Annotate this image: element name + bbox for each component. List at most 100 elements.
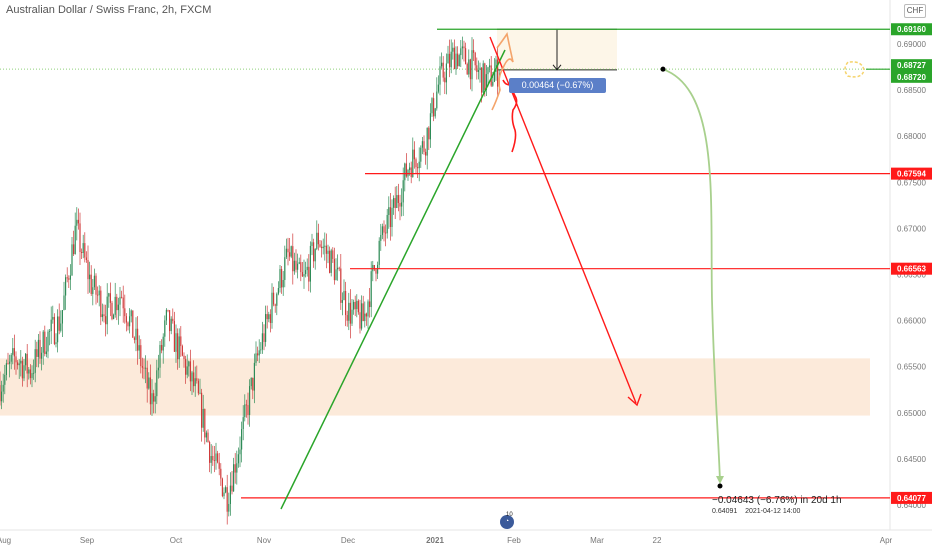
candle-body bbox=[279, 269, 281, 289]
candle-body bbox=[301, 272, 303, 277]
candle-body bbox=[79, 223, 81, 253]
candle-body bbox=[205, 432, 207, 438]
candle-body bbox=[444, 77, 446, 83]
candle-body bbox=[218, 462, 220, 469]
candle-body bbox=[199, 392, 201, 394]
candle-body bbox=[119, 296, 121, 305]
candle-body bbox=[457, 53, 459, 67]
tradingview-logo-icon[interactable]: ◔ bbox=[500, 515, 514, 529]
candle-body bbox=[65, 277, 67, 296]
candle-body bbox=[36, 349, 38, 357]
candle-body bbox=[117, 304, 119, 311]
candle-body bbox=[74, 225, 76, 255]
candle-body bbox=[341, 300, 343, 303]
candle-body bbox=[493, 71, 495, 82]
projection-sub: 0.64091 2021-04-12 14:00 bbox=[712, 508, 800, 515]
chart-title: Australian Dollar / Swiss Franc, 2h, FXC… bbox=[6, 4, 212, 16]
candle-body bbox=[346, 315, 348, 321]
x-tick-label: Aug bbox=[0, 536, 11, 545]
candle-body bbox=[287, 248, 289, 253]
candle-body bbox=[17, 362, 19, 366]
candle-body bbox=[221, 478, 223, 497]
candle-body bbox=[447, 53, 449, 64]
candle-body bbox=[437, 84, 439, 92]
candle-body bbox=[225, 487, 227, 493]
x-tick-label: Nov bbox=[257, 536, 271, 545]
candle-body bbox=[327, 250, 329, 254]
candle-body bbox=[77, 219, 79, 224]
candle-body bbox=[20, 360, 22, 364]
candle-body bbox=[324, 245, 326, 247]
candle-body bbox=[66, 277, 68, 279]
candle-body bbox=[359, 312, 361, 329]
candle-body bbox=[250, 377, 252, 387]
candle-body bbox=[314, 248, 316, 262]
candle-body bbox=[111, 302, 113, 320]
x-tick-label: Apr bbox=[880, 536, 893, 545]
candle-body bbox=[97, 294, 99, 296]
candle-body bbox=[133, 337, 135, 340]
projection-price: 0.64091 bbox=[712, 508, 738, 515]
candle-body bbox=[71, 244, 73, 276]
candle-body bbox=[127, 322, 129, 327]
x-tick-label: Feb bbox=[507, 536, 521, 545]
candle-body bbox=[207, 432, 209, 442]
candle-body bbox=[489, 65, 491, 68]
candle-body bbox=[281, 269, 283, 288]
candle-body bbox=[10, 354, 12, 362]
candle-body bbox=[261, 333, 263, 350]
candle-body bbox=[330, 250, 332, 273]
candle-body bbox=[436, 91, 438, 109]
demand-zone bbox=[0, 358, 870, 416]
candle-body bbox=[321, 246, 323, 249]
candle-body bbox=[441, 62, 443, 67]
candle-body bbox=[106, 296, 108, 325]
candle-body bbox=[76, 219, 78, 226]
candle-body bbox=[458, 55, 460, 67]
candle-body bbox=[181, 346, 183, 356]
candle-body bbox=[31, 373, 33, 379]
x-tick-label: 2021 bbox=[426, 536, 444, 545]
candle-body bbox=[362, 303, 364, 322]
candle-body bbox=[413, 149, 415, 160]
x-tick-label: 22 bbox=[653, 536, 662, 545]
y-tick-label: 0.66000 bbox=[897, 317, 926, 326]
candle-body bbox=[442, 62, 444, 78]
candle-body bbox=[290, 246, 292, 257]
candle-body bbox=[369, 301, 371, 308]
candle-body bbox=[285, 248, 287, 258]
candle-body bbox=[277, 288, 279, 294]
candle-body bbox=[68, 278, 70, 280]
candle-body bbox=[114, 296, 116, 315]
price-tag-label: 0.66563 bbox=[897, 265, 926, 274]
price-tag-bg bbox=[891, 23, 932, 36]
x-tick-label: Dec bbox=[341, 536, 355, 545]
candle-body bbox=[461, 46, 463, 49]
candle-body bbox=[276, 293, 278, 306]
candle-body bbox=[180, 336, 182, 347]
candle-body bbox=[249, 386, 251, 415]
candle-body bbox=[364, 313, 366, 322]
candle-body bbox=[316, 232, 318, 249]
candle-body bbox=[234, 464, 236, 473]
candle-body bbox=[52, 316, 54, 320]
candle-body bbox=[439, 66, 441, 85]
candle-body bbox=[473, 50, 475, 53]
candle-body bbox=[417, 167, 419, 169]
y-tick-label: 0.64000 bbox=[897, 501, 926, 510]
candle-body bbox=[348, 302, 350, 321]
projection-end-dot bbox=[717, 483, 723, 489]
currency-selector[interactable]: CHF bbox=[904, 4, 926, 18]
candle-body bbox=[101, 314, 103, 318]
candle-body bbox=[69, 275, 71, 280]
candle-body bbox=[401, 202, 403, 207]
candle-body bbox=[253, 362, 255, 391]
trendline bbox=[280, 49, 506, 510]
candle-body bbox=[309, 245, 311, 282]
candle-body bbox=[297, 263, 299, 270]
candle-body bbox=[306, 266, 308, 271]
candle-body bbox=[265, 314, 267, 342]
candle-body bbox=[165, 309, 167, 321]
